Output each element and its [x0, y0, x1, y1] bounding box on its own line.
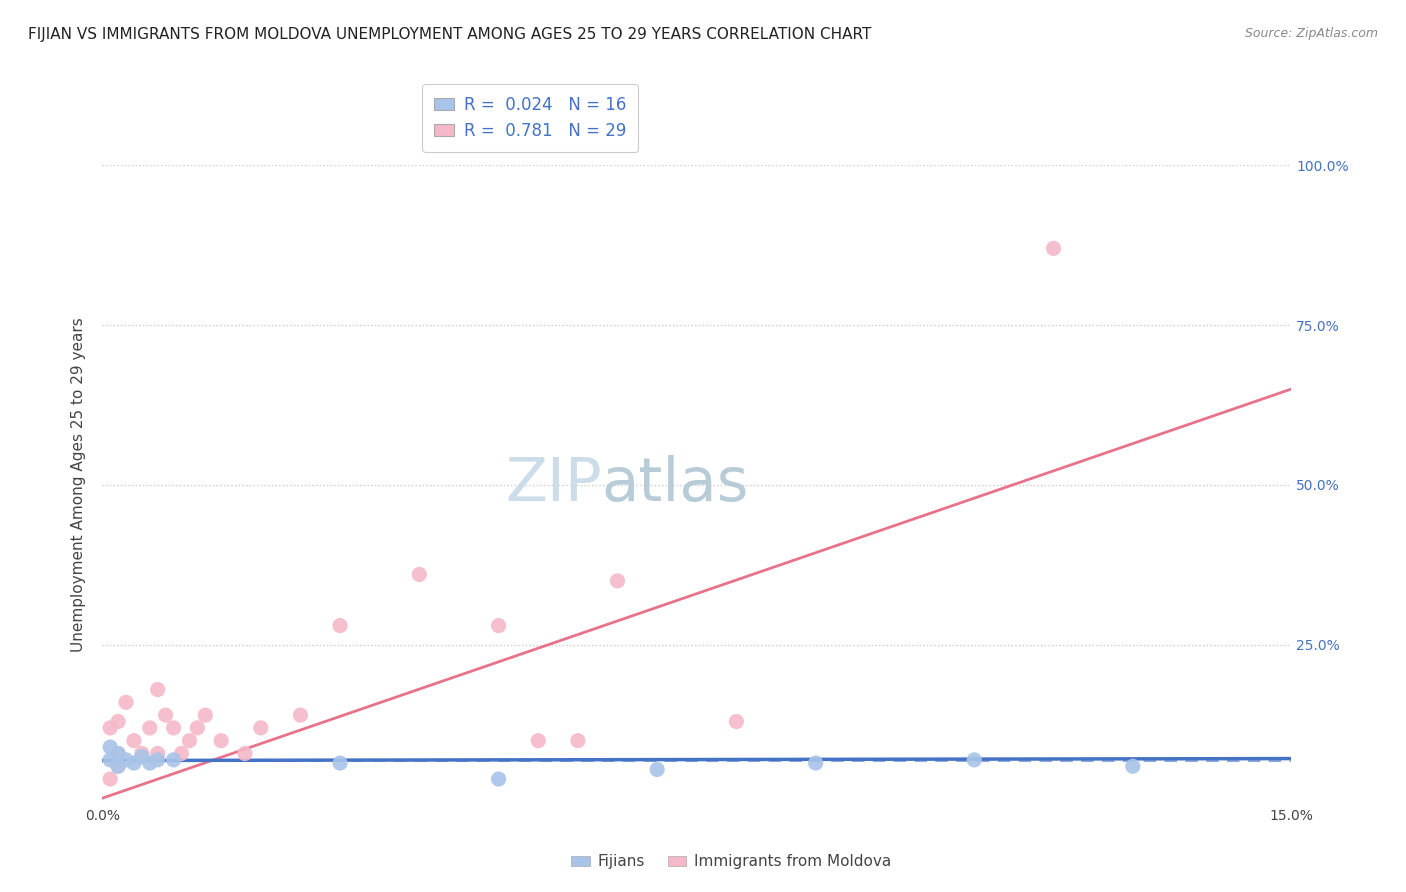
Text: ZIP: ZIP: [505, 456, 602, 515]
Point: [527, 733, 550, 747]
Y-axis label: Unemployment Among Ages 25 to 29 years: Unemployment Among Ages 25 to 29 years: [72, 318, 86, 652]
Point: [1042, 241, 1064, 255]
Text: FIJIAN VS IMMIGRANTS FROM MOLDOVA UNEMPLOYMENT AMONG AGES 25 TO 29 YEARS CORRELA: FIJIAN VS IMMIGRANTS FROM MOLDOVA UNEMPL…: [28, 27, 872, 42]
Legend: Fijians, Immigrants from Moldova: Fijians, Immigrants from Moldova: [565, 848, 897, 875]
Point: [155, 708, 177, 723]
Point: [131, 749, 153, 764]
Point: [606, 574, 628, 588]
Point: [567, 733, 589, 747]
Point: [98, 772, 121, 786]
Point: [209, 733, 232, 747]
Point: [139, 721, 162, 735]
Point: [488, 618, 510, 632]
Point: [107, 759, 129, 773]
Point: [645, 763, 668, 777]
Point: [963, 753, 986, 767]
Point: [725, 714, 748, 729]
Point: [186, 721, 208, 735]
Point: [115, 695, 138, 709]
Point: [131, 747, 153, 761]
Point: [122, 733, 145, 747]
Point: [170, 747, 193, 761]
Text: atlas: atlas: [602, 456, 749, 515]
Point: [107, 759, 129, 773]
Point: [1122, 759, 1144, 773]
Point: [194, 708, 217, 723]
Point: [408, 567, 430, 582]
Point: [139, 756, 162, 770]
Point: [488, 772, 510, 786]
Point: [98, 740, 121, 755]
Point: [107, 714, 129, 729]
Point: [146, 682, 169, 697]
Point: [179, 733, 201, 747]
Point: [329, 618, 352, 632]
Point: [115, 753, 138, 767]
Point: [329, 756, 352, 770]
Point: [146, 747, 169, 761]
Point: [98, 753, 121, 767]
Point: [98, 721, 121, 735]
Point: [290, 708, 312, 723]
Point: [804, 756, 827, 770]
Point: [146, 753, 169, 767]
Point: [249, 721, 271, 735]
Point: [107, 747, 129, 761]
Point: [162, 753, 184, 767]
Point: [122, 756, 145, 770]
Point: [162, 721, 184, 735]
Point: [107, 747, 129, 761]
Text: Source: ZipAtlas.com: Source: ZipAtlas.com: [1244, 27, 1378, 40]
Legend: R =  0.024   N = 16, R =  0.781   N = 29: R = 0.024 N = 16, R = 0.781 N = 29: [422, 84, 638, 152]
Point: [233, 747, 256, 761]
